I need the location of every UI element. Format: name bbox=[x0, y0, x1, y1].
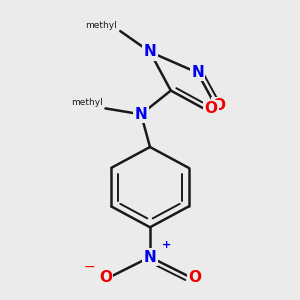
Text: −: − bbox=[83, 260, 95, 274]
Text: N: N bbox=[144, 44, 156, 59]
Text: O: O bbox=[204, 101, 218, 116]
Text: methyl: methyl bbox=[85, 21, 117, 30]
Text: methyl: methyl bbox=[71, 98, 102, 107]
Text: N: N bbox=[191, 65, 204, 80]
Text: N: N bbox=[135, 107, 148, 122]
Text: N: N bbox=[144, 250, 156, 265]
Text: +: + bbox=[162, 239, 171, 250]
Text: O: O bbox=[99, 270, 112, 285]
Text: O: O bbox=[212, 98, 225, 113]
Text: O: O bbox=[188, 270, 201, 285]
